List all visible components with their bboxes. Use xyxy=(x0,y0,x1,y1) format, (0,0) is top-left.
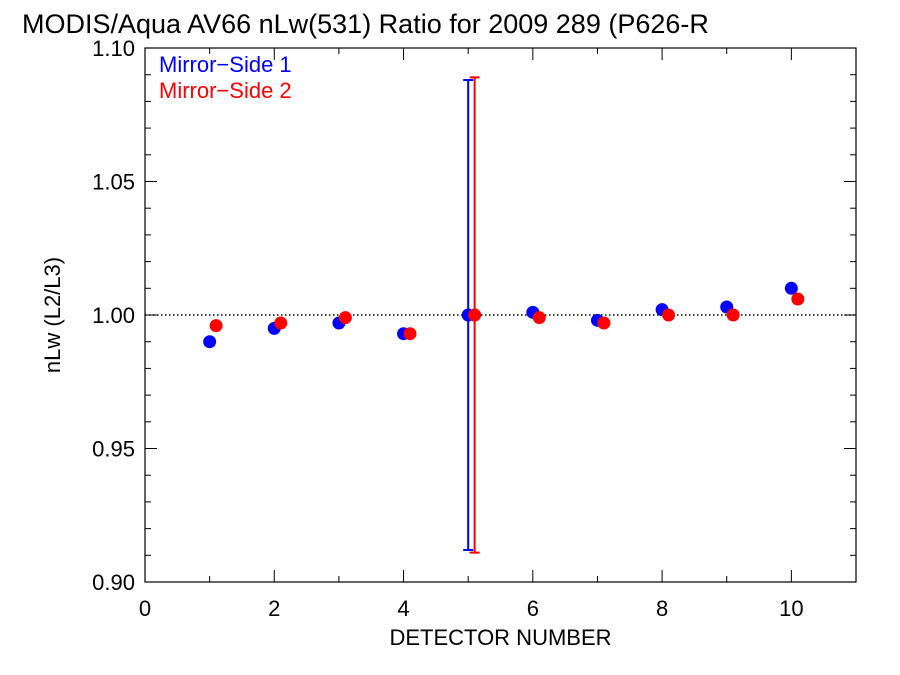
y-tick-label: 1.05 xyxy=(92,170,135,195)
y-tick-label: 0.95 xyxy=(92,437,135,462)
x-tick-label: 4 xyxy=(397,596,409,621)
chart-title: MODIS/Aqua AV66 nLw(531) Ratio for 2009 … xyxy=(22,9,709,39)
x-tick-label: 10 xyxy=(779,596,803,621)
y-tick-label: 1.10 xyxy=(92,36,135,61)
data-point-series-2 xyxy=(597,316,611,330)
data-points xyxy=(203,281,805,349)
data-point-series-2 xyxy=(468,308,482,322)
data-point-series-2 xyxy=(726,308,740,322)
data-point-series-2 xyxy=(209,319,223,333)
y-axis-label: nLw (L2/L3) xyxy=(40,257,65,373)
x-tick-label: 6 xyxy=(527,596,539,621)
y-tick-label: 1.00 xyxy=(92,303,135,328)
y-tick-labels: 0.90 0.95 1.00 1.05 1.10 xyxy=(92,36,135,595)
x-tick-label: 0 xyxy=(139,596,151,621)
x-tick-labels: 0 2 4 6 8 10 xyxy=(139,596,804,621)
data-point-series-1 xyxy=(203,335,217,349)
data-point-series-2 xyxy=(791,292,805,306)
x-axis-label: DETECTOR NUMBER xyxy=(389,625,611,650)
data-point-series-2 xyxy=(403,327,417,341)
data-point-series-2 xyxy=(662,308,676,322)
data-point-series-1 xyxy=(784,281,798,295)
data-point-series-2 xyxy=(532,311,546,325)
x-tick-label: 8 xyxy=(656,596,668,621)
x-tick-label: 2 xyxy=(268,596,280,621)
data-point-series-2 xyxy=(338,311,352,325)
legend-label-mirror-side-1: Mirror−Side 1 xyxy=(159,52,292,77)
data-point-series-2 xyxy=(274,316,288,330)
y-tick-label: 0.90 xyxy=(92,570,135,595)
legend-label-mirror-side-2: Mirror−Side 2 xyxy=(159,78,292,103)
